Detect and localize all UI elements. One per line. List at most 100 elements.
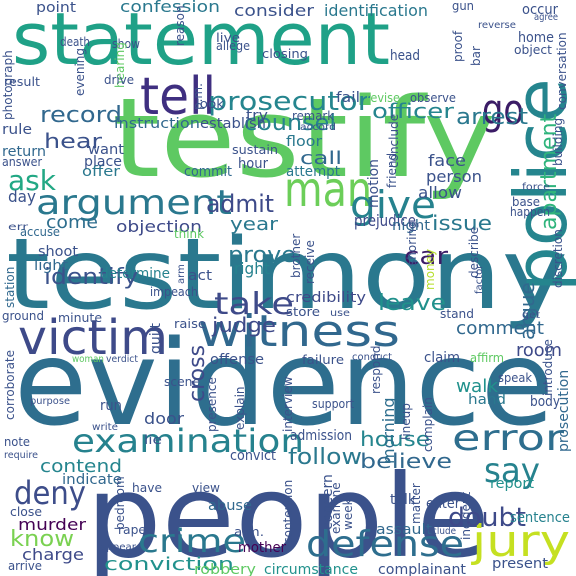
word-impeach: impeach (150, 285, 198, 299)
word-describe: describe (467, 227, 481, 278)
word-examination: examination (72, 422, 304, 460)
word-photograph: photograph (1, 50, 15, 120)
word-officer: officer (372, 99, 455, 123)
word-day: day (8, 187, 36, 206)
word-err: err (8, 222, 29, 233)
word-ground: ground (2, 309, 44, 323)
word-admission: admission (290, 428, 352, 444)
word-have: have (132, 481, 162, 495)
word-factor: factor (474, 264, 485, 294)
word-prosecutor: prosecutor (208, 87, 370, 117)
word-sentence: sentence (510, 510, 570, 526)
word-arm: arm (176, 264, 187, 284)
word-interview: interview (281, 376, 295, 432)
word-revise: revise (366, 91, 400, 105)
word-hear: hear (44, 129, 103, 153)
word-woman: woman (72, 354, 104, 365)
word-conversation: conversation (555, 32, 569, 110)
word-respond: respond (369, 346, 383, 395)
word-go: go (482, 85, 524, 134)
word-motion: motion (366, 159, 382, 208)
word-conviction: conviction (104, 554, 234, 575)
word-include: include (424, 526, 456, 537)
word-object: object (514, 43, 552, 57)
word-complain: complain (421, 397, 435, 452)
word-attempt: attempt (286, 164, 340, 180)
word-reason: reason (173, 5, 187, 46)
word-affirm: affirm (470, 351, 504, 365)
word-indicate: indicate (62, 472, 122, 488)
word-come: come (46, 212, 98, 233)
word-body: body (530, 394, 560, 410)
word-result: result (4, 75, 40, 89)
word-year: year (230, 214, 279, 235)
word-counsel: counsel (244, 111, 336, 136)
word-discretion: discretion (551, 229, 565, 288)
word-complainant: complainant (378, 562, 467, 576)
word-house: house (360, 427, 430, 451)
word-follow: follow (288, 445, 362, 470)
word-money: money (423, 249, 437, 290)
word-record: record (40, 103, 122, 128)
word-closing: closing (262, 47, 308, 61)
word-person: person (426, 167, 482, 186)
word-know: know (10, 527, 74, 552)
word-matter: matter (409, 483, 423, 524)
word-ask: ask (8, 164, 57, 197)
word-argue: argue (515, 282, 539, 340)
word-week: week (341, 498, 355, 530)
word-support: support (312, 397, 354, 411)
word-show: show (112, 37, 140, 51)
word-base: base (512, 195, 540, 209)
word-bar: bar (469, 46, 483, 66)
word-sustain: sustain (232, 143, 278, 157)
word-return: return (2, 144, 46, 160)
word-robbery: robbery (194, 562, 256, 576)
word-fail: fail (336, 90, 360, 106)
word-home: home (518, 30, 554, 46)
word-brother: brother (289, 234, 303, 278)
word-cross: cross (185, 345, 210, 402)
word-report: report (490, 476, 535, 492)
word-gun: gun (452, 0, 474, 13)
word-determine: determine (100, 266, 170, 282)
word-door: door (144, 409, 184, 428)
word-argument: argument (36, 183, 232, 223)
word-mother: mother (238, 540, 286, 556)
word-consider: consider (234, 1, 314, 20)
word-walk: walk (456, 376, 499, 397)
word-purpose: purpose (30, 396, 70, 407)
word-crime: crime (138, 522, 246, 560)
word-place: place (84, 154, 122, 170)
word-evidence: evidence (14, 314, 554, 452)
word-comment: comment (456, 318, 544, 339)
word-arrest: arrest (456, 105, 528, 130)
word-death: death (60, 35, 90, 49)
word-hand: hand (468, 392, 506, 408)
word-instruction: instruction (114, 116, 200, 132)
word-happen: happen (510, 205, 550, 219)
word-lineup: lineup (399, 403, 413, 440)
word-room: room (516, 340, 562, 361)
word-think: think (174, 227, 204, 241)
word-allow: allow (418, 183, 462, 202)
word-witness: witness (198, 306, 400, 357)
word-victim: victim (18, 310, 168, 366)
word-presence: presence (205, 377, 219, 432)
word-defense: defense (306, 524, 464, 565)
word-lie: lie (144, 433, 162, 447)
word-night: night (392, 218, 431, 234)
word-contend: contend (40, 456, 122, 477)
word-credibility: credibility (286, 290, 366, 306)
word-charge: charge (22, 545, 84, 564)
word-minute: minute (58, 311, 102, 325)
word-identify: identify (44, 265, 138, 290)
word-talk: talk (390, 492, 417, 508)
word-tell: tell (140, 67, 216, 127)
word-explain: explain (233, 386, 247, 430)
word-prosecution: prosecution (556, 370, 572, 452)
word-offense: offense (210, 352, 264, 368)
word-leave: leave (378, 291, 446, 316)
word-rule: rule (2, 122, 32, 138)
word-confession: confession (120, 0, 220, 16)
